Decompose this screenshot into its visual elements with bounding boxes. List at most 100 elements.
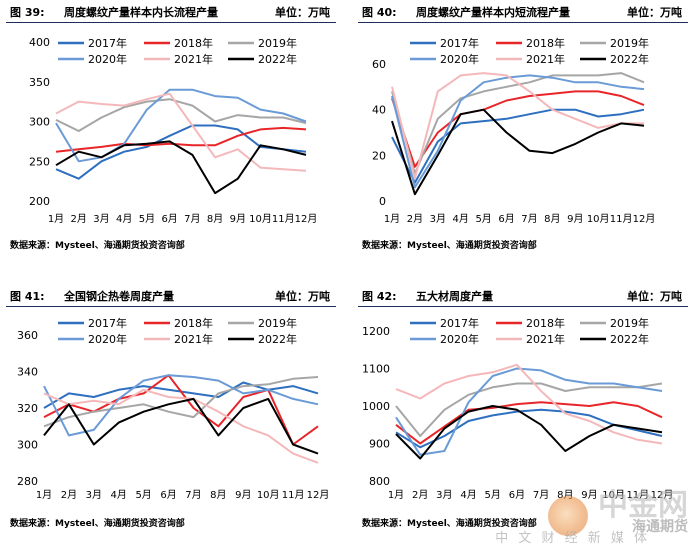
source-note: 数据来源：Mysteel、海通期货投资咨询部 — [362, 241, 537, 251]
x-tick-label: 1月 — [48, 213, 64, 225]
legend-label: 2020年 — [88, 52, 127, 66]
x-tick-label: 3月 — [86, 489, 102, 501]
series-line-2020年 — [43, 374, 319, 437]
figure-number: 图 42: — [362, 290, 397, 303]
unit-label: 单位：万吨 — [627, 290, 682, 303]
x-tick-label: 9月 — [581, 489, 597, 501]
x-tick-label: 12月 — [307, 489, 330, 501]
chart-panel-40: 图 40: 周度螺纹产量样本内短流程产量 单位：万吨 0 20 40 60 1月 2月 3月… — [352, 0, 692, 270]
x-tick-label: 6月 — [498, 213, 514, 225]
y-tick-label: 1000 — [362, 400, 390, 413]
x-tick-label: 3月 — [93, 213, 109, 225]
x-tick-label: 11月 — [626, 489, 649, 501]
series-line-2020年 — [55, 88, 307, 163]
y-tick-label: 250 — [29, 155, 50, 168]
x-tick-label: 10月 — [602, 489, 625, 501]
y-tick-label: 350 — [29, 76, 50, 89]
y-tick-label: 280 — [17, 475, 38, 488]
legend-label: 2021年 — [526, 332, 565, 346]
x-tick-label: 5月 — [139, 213, 155, 225]
legend-label: 2017年 — [440, 36, 479, 50]
y-tick-label: 800 — [369, 475, 390, 488]
chart-title: 周度螺纹产量样本内长流程产量 — [64, 6, 218, 19]
legend-label: 2018年 — [174, 316, 213, 330]
y-tick-label: 400 — [29, 36, 50, 49]
legend-label: 2022年 — [258, 52, 297, 66]
x-tick-label: 7月 — [184, 213, 200, 225]
x-tick-label: 3月 — [430, 213, 446, 225]
unit-label: 单位：万吨 — [275, 290, 330, 303]
watermark-brand: 中金网 — [598, 488, 688, 523]
x-tick-label: 8月 — [207, 213, 223, 225]
y-tick-label: 20 — [372, 149, 386, 162]
x-tick-label: 5月 — [475, 213, 491, 225]
chart-panel-42: 图 42: 五大材周度产量 单位：万吨 800 900 1000 1100 1200 1月… — [352, 284, 692, 554]
figure-number: 图 40: — [362, 6, 397, 19]
series-line-2022年 — [43, 397, 319, 455]
x-tick-label: 2月 — [407, 213, 423, 225]
series-line-2021年 — [43, 388, 319, 464]
x-tick-label: 2月 — [71, 213, 87, 225]
x-tick-label: 1月 — [36, 489, 52, 501]
unit-label: 单位：万吨 — [627, 6, 682, 19]
x-tick-label: 5月 — [485, 489, 501, 501]
x-tick-label: 8月 — [544, 213, 560, 225]
chart-header: 图 41: 全国钢企热卷周度产量 单位：万吨 — [6, 286, 336, 307]
legend-label: 2019年 — [610, 36, 649, 50]
x-tick-label: 2月 — [61, 489, 77, 501]
legend-label: 2020年 — [88, 332, 127, 346]
legend-label: 2018年 — [174, 36, 213, 50]
chart-title: 全国钢企热卷周度产量 — [64, 290, 174, 303]
series-line-2018年 — [395, 401, 663, 445]
series-line-2021年 — [55, 92, 307, 172]
series-line-2017年 — [55, 124, 307, 180]
x-tick-label: 7月 — [185, 489, 201, 501]
x-tick-label: 4月 — [460, 489, 476, 501]
line-chart-42: 8009001000110012001月2月3月4月5月6月7月8月9月10月1… — [362, 316, 674, 501]
y-tick-label: 60 — [372, 58, 386, 71]
legend-label: 2022年 — [610, 332, 649, 346]
line-chart-40: 0 20 40 60 1月 2月 3月 4月 5月 6月 7月 8月 9月 10月 11月 12月 2017年 2… — [372, 36, 656, 225]
x-tick-label: 1月 — [388, 489, 404, 501]
y-tick-label: 1200 — [362, 325, 390, 338]
x-tick-label: 11月 — [282, 489, 305, 501]
legend-label: 2017年 — [88, 316, 127, 330]
legend-label: 2017年 — [88, 36, 127, 50]
legend-label: 2021年 — [174, 332, 213, 346]
legend-label: 2018年 — [526, 316, 565, 330]
series-line-2018年 — [55, 126, 307, 153]
series-line-2020年 — [391, 74, 645, 189]
legend-label: 2019年 — [610, 316, 649, 330]
legend-label: 2018年 — [526, 36, 565, 50]
chart-title: 五大材周度产量 — [416, 290, 493, 303]
chart-header: 图 40: 周度螺纹产量样本内短流程产量 单位：万吨 — [358, 2, 688, 23]
source-note: 数据来源：Mysteel、海通期货投资咨询部 — [10, 241, 185, 251]
legend-label: 2020年 — [440, 52, 479, 66]
x-tick-label: 11月 — [272, 213, 295, 225]
series-line-2017年 — [395, 408, 663, 449]
y-tick-label: 1100 — [362, 363, 390, 376]
chart-panel-41: 图 41: 全国钢企热卷周度产量 单位：万吨 280 300 320 340 360 1月… — [0, 284, 340, 554]
x-tick-label: 9月 — [567, 213, 583, 225]
x-tick-label: 1月 — [384, 213, 400, 225]
y-tick-label: 300 — [29, 116, 50, 129]
x-tick-label: 4月 — [111, 489, 127, 501]
legend-label: 2021年 — [174, 52, 213, 66]
legend-label: 2017年 — [440, 316, 479, 330]
x-tick-label: 4月 — [116, 213, 132, 225]
legend-label: 2019年 — [258, 36, 297, 50]
x-tick-label: 6月 — [509, 489, 525, 501]
figure-number: 图 41: — [10, 290, 45, 303]
x-tick-label: 12月 — [651, 489, 674, 501]
y-tick-label: 300 — [17, 439, 38, 452]
series-line-2017年 — [43, 381, 319, 409]
x-tick-label: 12月 — [633, 213, 656, 225]
x-tick-label: 7月 — [533, 489, 549, 501]
y-tick-label: 40 — [372, 104, 386, 117]
legend-label: 2022年 — [610, 52, 649, 66]
series-line-2021年 — [391, 72, 644, 180]
x-tick-label: 9月 — [235, 489, 251, 501]
y-tick-label: 360 — [17, 329, 38, 342]
legend-label: 2022年 — [258, 332, 297, 346]
watermark-logo — [548, 496, 588, 536]
